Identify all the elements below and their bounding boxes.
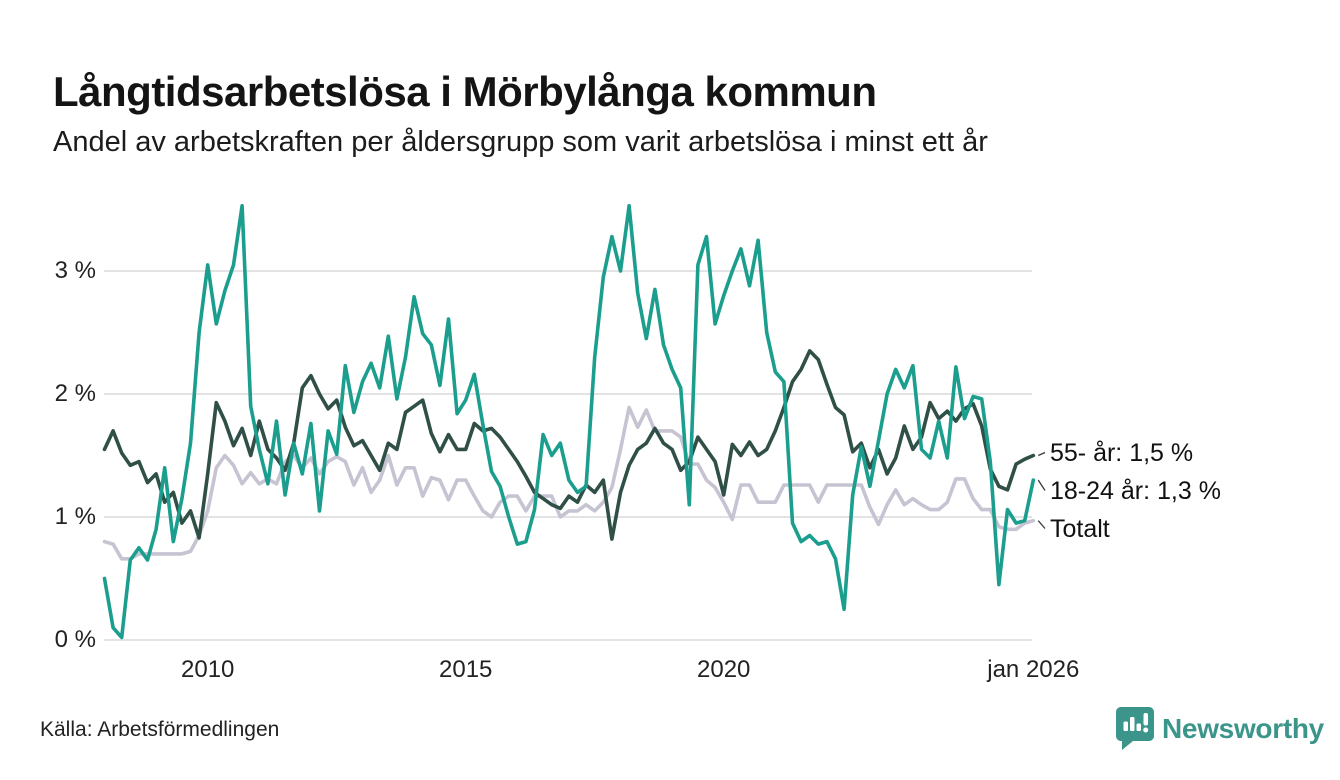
source-note: Källa: Arbetsförmedlingen [40, 718, 280, 741]
newsworthy-bubble-chart-icon [1116, 707, 1154, 750]
label-leader-line [1037, 520, 1046, 529]
page-title: Långtidsarbetslösa i Mörbylånga kommun [53, 68, 877, 116]
label-leader-line [1037, 479, 1046, 491]
label-leader-line [1038, 451, 1046, 457]
page-subtitle: Andel av arbetskraften per åldersgrupp s… [53, 126, 988, 158]
series-line-18-24-r [102, 204, 1036, 640]
x-tick-label: 2010 [180, 656, 235, 683]
y-tick-label: 3 % [54, 257, 96, 284]
series-label-55-plus: 55- år: 1,5 % [1050, 438, 1194, 467]
newsworthy-logo[interactable]: Newsworthy [1115, 706, 1324, 752]
series-label-18-24: 18-24 år: 1,3 % [1050, 476, 1221, 505]
newsworthy-wordmark: Newsworthy [1162, 713, 1324, 744]
x-tick-label: 2020 [696, 656, 751, 683]
x-tick-label: jan 2026 [987, 656, 1080, 683]
series-label-totalt: Totalt [1050, 514, 1110, 543]
x-tick-label: 2015 [438, 656, 493, 683]
y-tick-label: 0 % [54, 626, 96, 653]
series-line-totalt [102, 405, 1036, 561]
y-tick-label: 2 % [54, 380, 96, 407]
y-tick-label: 1 % [54, 503, 96, 530]
